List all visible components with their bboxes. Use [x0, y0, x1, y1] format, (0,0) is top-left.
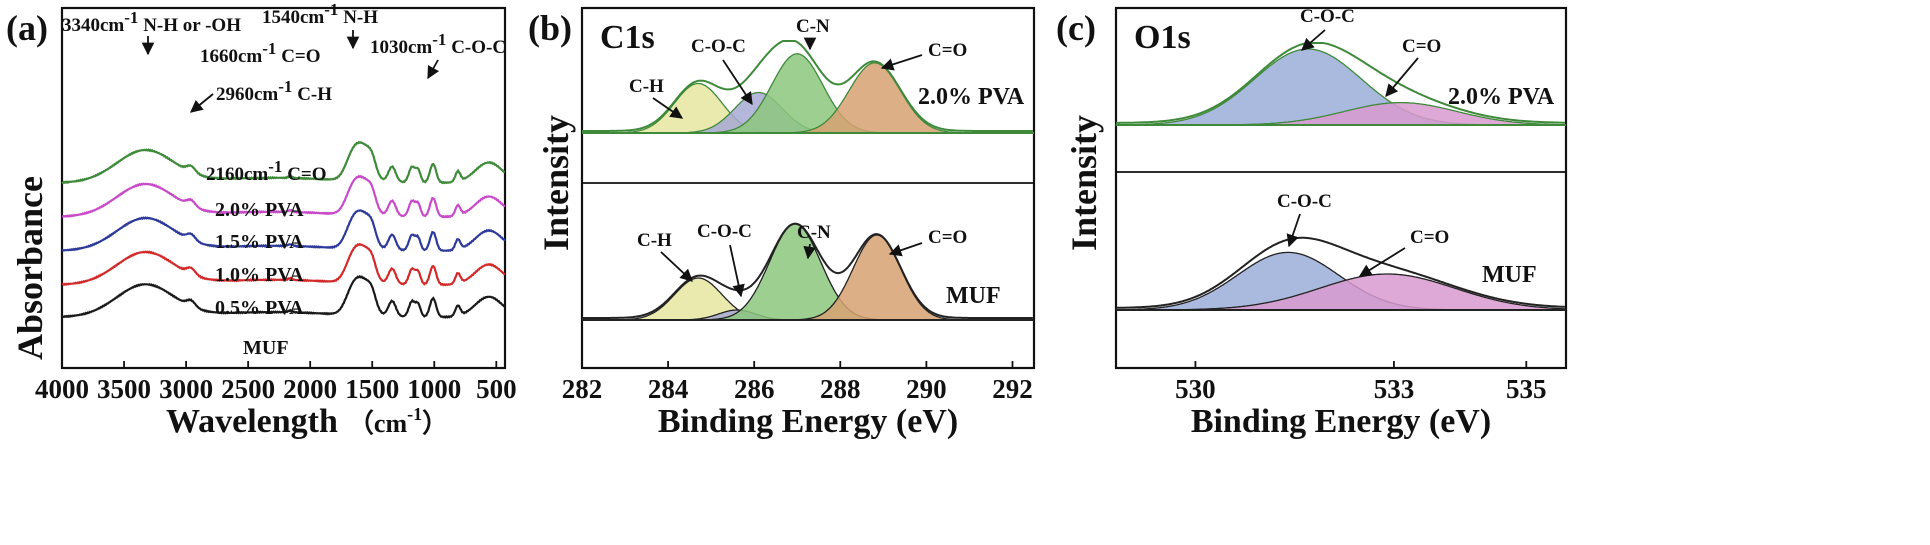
annotation-2960: 2960cm-1 C-H	[216, 77, 332, 105]
arrow-b-top-coc	[722, 59, 753, 106]
panel-a-tick-label-2500: 2500	[221, 374, 275, 404]
panel-c-x-axis-label: Binding Energy (eV)	[1191, 403, 1491, 440]
panel-a-series-labels: 2.0% PVA 1.5% PVA 1.0% PVA 0.5% PVA MUF	[215, 199, 304, 359]
peak-label-b-top-coc: C-O-C	[691, 36, 746, 57]
peak-label-b-top-ch: C-H	[629, 76, 664, 97]
peak-label-b-bot-coc: C-O-C	[697, 221, 752, 242]
peak-label-c-bot-coc: C-O-C	[1277, 191, 1332, 212]
panel-b-top-subplot	[582, 40, 1034, 134]
panel-a-annotations: 3340cm-1 N-H or -OH 1540cm-1 N-H 1660cm-…	[62, 0, 506, 185]
arrow-b-bot-co	[888, 242, 923, 257]
panel-a-tick-label-3500: 3500	[97, 374, 151, 404]
envelope-c-top	[1116, 42, 1565, 124]
arrow-c-bot-co	[1358, 247, 1406, 277]
panel-b-label: (b)	[528, 8, 572, 48]
panel-a-tick-label-1000: 1000	[407, 374, 461, 404]
panel-b-tick-label-290: 290	[906, 374, 947, 404]
arrow-b-top-ch	[652, 97, 684, 119]
panel-a-tick-label-4000: 4000	[35, 374, 89, 404]
arrow-b-top-co	[880, 54, 923, 71]
panel-a-tick-label-1500: 1500	[345, 374, 399, 404]
panel-b-tick-label-292: 292	[992, 374, 1033, 404]
panel-a-label: (a)	[6, 8, 48, 48]
panel-c-label: (c)	[1056, 8, 1096, 48]
panel-a-x-ticks: 4000 3500 3000 2500 2000 1500 1000 500	[35, 361, 517, 404]
panel-a-y-axis-label: Absorbance	[10, 176, 50, 360]
panel-b-tick-label-282: 282	[562, 374, 603, 404]
panel-b-y-axis-label: Intensity	[536, 115, 576, 251]
panel-b-tick-label-286: 286	[734, 374, 775, 404]
series-label-muf: MUF	[243, 337, 289, 359]
series-label-0-5-pva: 0.5% PVA	[215, 297, 304, 319]
panel-b-x-ticks: 282 284 286 288 290 292	[562, 361, 1033, 404]
panel-b-tick-label-284: 284	[648, 374, 689, 404]
series-label-1-0-pva: 1.0% PVA	[215, 264, 304, 286]
panel-a-ftir-chart: (a) Absorbance 4000 3500 3000 2500 2000 1500 1…	[6, 0, 517, 440]
panel-b-sample-label-bottom: MUF	[946, 283, 1001, 309]
series-line-1-0--pva	[61, 209, 506, 253]
peak-label-b-top-cn: C-N	[796, 16, 830, 37]
panel-c-tick-label-530: 530	[1175, 374, 1216, 404]
annotation-2160: 2160cm-1 C=O	[206, 157, 327, 185]
panel-a-tick-label-2000: 2000	[283, 374, 337, 404]
annotation-3340: 3340cm-1 N-H or -OH	[62, 8, 241, 36]
panel-b-tick-label-288: 288	[820, 374, 861, 404]
envelope-b-bot	[582, 222, 1033, 319]
panel-c-top-subplot	[1115, 42, 1567, 126]
panel-a-series	[61, 140, 506, 319]
annotation-1030-arrow	[427, 59, 440, 80]
panel-b-bottom-subplot	[582, 222, 1034, 321]
panel-c-tick-label-535: 535	[1506, 374, 1547, 404]
peak-label-c-bot-co: C=O	[1410, 227, 1449, 248]
series-line-1-5--pva	[61, 174, 506, 219]
arrow-c-top-co	[1385, 57, 1419, 97]
annotation-2960-arrow	[190, 93, 214, 113]
panel-b-frame	[580, 6, 1036, 370]
panel-c-o1s-chart: (c) Intensity O1s 530 533 535 2.0% PVA MUF…	[1056, 6, 1568, 440]
peak-label-b-bot-cn: C-N	[797, 222, 831, 243]
arrow-c-bot-coc	[1286, 213, 1301, 248]
arrow-b-bot-coc	[729, 244, 745, 298]
arrow-b-bot-cn	[803, 243, 816, 260]
panel-c-y-axis-label: Intensity	[1064, 115, 1104, 251]
panel-b-x-axis-label: Binding Energy (eV)	[658, 403, 958, 440]
envelope-c-bot	[1116, 236, 1565, 309]
series-line-0-5--pva	[61, 242, 506, 287]
panel-b-c1s-chart: (b) Intensity C1s 282 284 286 288 290 292 2.0…	[528, 6, 1036, 440]
series-line-muf	[61, 274, 506, 319]
panel-c-tick-label-533: 533	[1374, 374, 1415, 404]
panel-a-tick-label-500: 500	[476, 374, 517, 404]
series-label-2-0-pva: 2.0% PVA	[215, 199, 304, 221]
series-label-1-5-pva: 1.5% PVA	[215, 231, 304, 253]
peak-label-c-top-co: C=O	[1402, 36, 1441, 57]
annotation-1660: 1660cm-1 C=O	[200, 39, 321, 67]
peak-label-b-bot-ch: C-H	[637, 230, 672, 251]
peak-label-b-bot-co: C=O	[928, 227, 967, 248]
panel-a-x-axis-label: Wavelength （cm-1）	[166, 403, 448, 440]
panel-b-core-level: C1s	[600, 19, 655, 56]
annotation-1030: 1030cm-1 C-O-C	[370, 30, 506, 58]
peak-label-b-top-co: C=O	[928, 40, 967, 61]
panel-c-bottom-subplot	[1115, 236, 1568, 311]
envelope-b-top	[582, 40, 1033, 132]
arrow-b-bot-ch	[660, 251, 693, 282]
panel-c-sample-label-top: 2.0% PVA	[1448, 84, 1555, 110]
panel-c-sample-label-bottom: MUF	[1482, 262, 1537, 288]
panel-c-frame	[1114, 6, 1568, 370]
panel-c-core-level: O1s	[1134, 19, 1191, 56]
panel-a-tick-label-3000: 3000	[159, 374, 213, 404]
panel-a-frame	[60, 6, 507, 370]
panel-c-x-ticks: 530 533 535	[1175, 361, 1547, 404]
annotation-1540: 1540cm-1 N-H	[262, 0, 378, 28]
panel-b-sample-label-top: 2.0% PVA	[918, 84, 1025, 110]
arrow-c-top-coc	[1301, 29, 1326, 51]
peak-label-c-top-coc: C-O-C	[1300, 6, 1355, 27]
series-line-2-0--pva	[61, 140, 506, 185]
